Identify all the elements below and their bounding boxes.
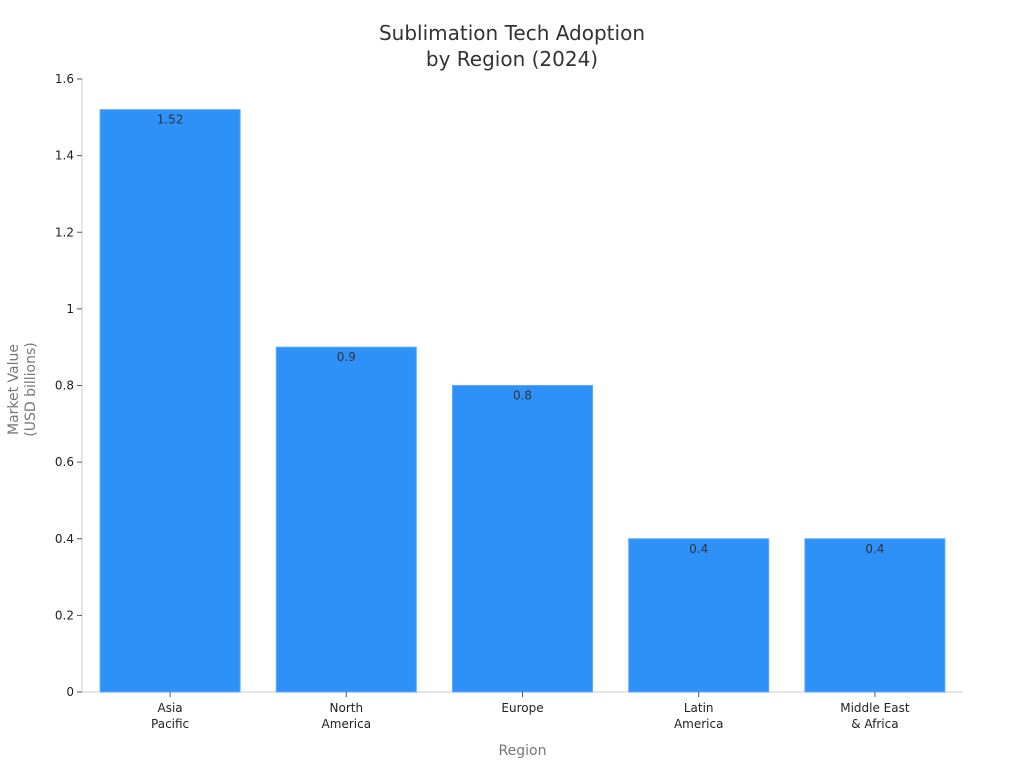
x-axis-ticks: Asia Pacific North America Europe Latin Americ… xyxy=(151,692,910,731)
y-axis-title-line-2: (USD billions) xyxy=(23,342,39,436)
y-tick-label: 0 xyxy=(66,685,74,699)
x-axis-title-text: Region xyxy=(499,743,547,759)
y-tick-label: 0.4 xyxy=(55,532,74,546)
x-tick-label-4-line-1: Middle East xyxy=(840,701,910,715)
bar-3 xyxy=(628,538,770,693)
bars xyxy=(99,109,946,693)
data-label-4: 0.4 xyxy=(865,542,884,556)
x-tick-label-0-line-2: Pacific xyxy=(151,717,189,731)
y-tick-label: 1.6 xyxy=(55,72,74,86)
y-tick-label: 0.6 xyxy=(55,455,74,469)
x-tick-label-1-line-2: America xyxy=(322,717,372,731)
y-tick-label: 0.8 xyxy=(55,379,74,393)
bar-1 xyxy=(275,346,417,693)
data-label-3: 0.4 xyxy=(689,542,708,556)
y-tick-label: 1.2 xyxy=(55,225,74,239)
x-axis-title: Region xyxy=(499,743,547,759)
x-tick-label-2-line-1: Europe xyxy=(501,701,543,715)
y-axis-title: Market Value (USD billions) xyxy=(6,342,39,436)
data-label-1: 0.9 xyxy=(337,350,356,364)
data-label-2: 0.8 xyxy=(513,389,532,403)
bar-2 xyxy=(452,385,593,693)
x-tick-label-0-line-1: Asia xyxy=(158,701,183,715)
x-tick-label-1-line-1: North xyxy=(330,701,364,715)
y-tick-label: 1.4 xyxy=(55,149,74,163)
y-axis-ticks: 0 0.2 0.4 0.6 0.8 1 1.2 1.4 1.6 xyxy=(55,72,82,699)
chart-title-line-1: Sublimation Tech Adoption xyxy=(379,21,645,45)
x-tick-label-3-line-2: America xyxy=(674,717,724,731)
y-tick-label: 1 xyxy=(66,302,74,316)
bar-0 xyxy=(99,109,241,693)
chart-title-line-2: by Region (2024) xyxy=(426,47,598,71)
x-tick-label-4-line-2: & Africa xyxy=(851,717,898,731)
data-label-0: 1.52 xyxy=(157,113,184,127)
y-axis-title-line-1: Market Value xyxy=(6,344,22,435)
x-tick-label-3-line-1: Latin xyxy=(684,701,714,715)
y-tick-label: 0.2 xyxy=(55,608,74,622)
bar-4 xyxy=(804,538,946,693)
data-labels: 1.52 0.9 0.8 0.4 0.4 xyxy=(157,113,885,556)
